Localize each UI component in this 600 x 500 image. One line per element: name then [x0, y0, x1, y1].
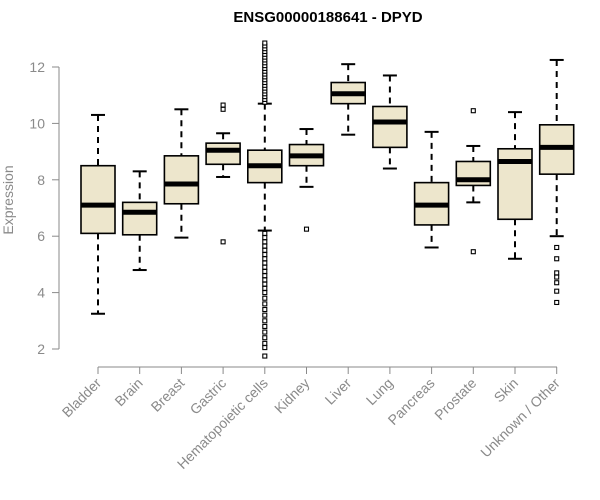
outlier-point — [554, 270, 560, 276]
outlier-point — [554, 256, 560, 262]
outlier-point — [262, 353, 268, 359]
outlier-point — [554, 274, 560, 280]
box-lung — [372, 74, 408, 170]
outlier-point — [262, 335, 268, 341]
outlier-point — [554, 299, 560, 306]
y-axis-label: Expression — [0, 165, 16, 234]
outlier-point — [262, 295, 268, 301]
x-tick-label: Prostate — [431, 375, 479, 423]
outlier-point — [262, 281, 268, 287]
outlier-point — [262, 247, 268, 253]
outlier-point — [554, 288, 560, 294]
box-iqr — [121, 201, 158, 236]
x-tick-label: Kidney — [271, 375, 313, 417]
y-ticks: 2 4 6 8 10 12 — [29, 59, 59, 357]
box-iqr — [163, 155, 200, 205]
outlier-point — [262, 277, 268, 283]
x-tick-label: Bladder — [59, 375, 105, 421]
box-iqr — [372, 105, 408, 149]
outlier-point — [262, 260, 268, 266]
outlier-point — [262, 290, 268, 296]
outlier-point — [262, 345, 268, 351]
outlier-point — [220, 106, 226, 112]
box-gastric — [205, 102, 241, 245]
y-tick-label: 8 — [37, 172, 45, 188]
x-tick-label: Liver — [322, 375, 355, 408]
x-tick-label: Brain — [111, 375, 145, 409]
box-unknown-other — [538, 58, 575, 306]
outlier-point — [220, 239, 226, 245]
outlier-point — [262, 318, 268, 324]
outlier-point — [262, 273, 268, 279]
outlier-point — [262, 40, 268, 46]
outlier-point — [554, 280, 560, 286]
outlier-point — [262, 268, 268, 275]
outlier-point — [262, 340, 268, 346]
box-hematopoietic-cells — [247, 40, 283, 359]
outlier-point — [262, 239, 268, 245]
outlier-point — [262, 264, 268, 270]
outlier-point — [262, 256, 268, 262]
box-prostate — [455, 108, 492, 255]
outlier-point — [262, 285, 268, 291]
box-breast — [163, 108, 200, 239]
boxes-group — [80, 40, 575, 359]
x-tick-label: Unknown / Other — [477, 375, 563, 461]
y-tick-label: 4 — [37, 285, 45, 301]
y-tick-label: 2 — [37, 341, 45, 357]
y-tick-label: 12 — [29, 59, 45, 75]
box-bladder — [80, 113, 116, 315]
box-liver — [330, 63, 367, 136]
outlier-point — [303, 226, 310, 232]
outlier-point — [220, 102, 226, 108]
outlier-point — [262, 306, 268, 313]
outlier-point — [262, 235, 268, 241]
outlier-point — [262, 251, 268, 258]
x-tick-label: Skin — [491, 375, 522, 406]
box-kidney — [288, 128, 325, 232]
outlier-point — [262, 329, 268, 335]
outlier-point — [554, 244, 560, 251]
x-tick-label: Lung — [363, 375, 396, 408]
box-pancreas — [413, 130, 450, 249]
outlier-point — [470, 108, 476, 114]
y-tick-label: 10 — [29, 115, 45, 131]
box-iqr — [80, 164, 116, 235]
outlier-point — [262, 243, 268, 249]
chart-title: ENSG00000188641 - DPYD — [233, 9, 422, 26]
outlier-point — [262, 301, 268, 307]
outlier-point — [262, 312, 268, 318]
outlier-point — [262, 230, 268, 236]
box-brain — [121, 170, 158, 272]
outlier-point — [470, 249, 476, 255]
box-iqr — [205, 142, 241, 166]
outlier-point — [262, 323, 268, 329]
x-tick-label: Breast — [148, 375, 188, 415]
box-skin — [497, 111, 533, 260]
y-tick-label: 6 — [37, 228, 45, 244]
